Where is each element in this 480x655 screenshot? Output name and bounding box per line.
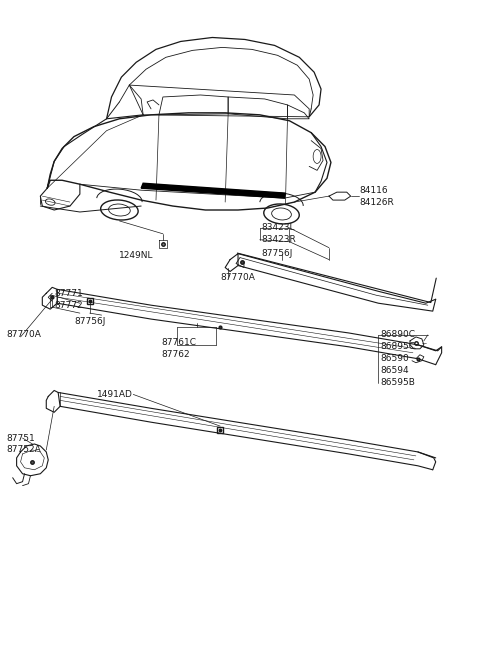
Text: 83423L: 83423L — [262, 223, 295, 233]
Text: 87770A: 87770A — [220, 273, 255, 282]
Text: 86590: 86590 — [380, 354, 409, 364]
Text: 87751: 87751 — [7, 434, 36, 443]
Text: 84126R: 84126R — [360, 198, 395, 206]
Text: 87771: 87771 — [54, 289, 83, 298]
Text: 83423R: 83423R — [262, 235, 297, 244]
Text: 86895C: 86895C — [380, 343, 415, 351]
Text: 87772: 87772 — [54, 301, 83, 310]
Text: 87761C: 87761C — [161, 339, 196, 347]
Text: 1491AD: 1491AD — [96, 390, 132, 399]
Text: 87756J: 87756J — [262, 249, 293, 258]
Text: 86890C: 86890C — [380, 330, 415, 339]
Polygon shape — [141, 183, 286, 198]
Text: 86595B: 86595B — [380, 378, 415, 387]
Text: 87752A: 87752A — [7, 445, 41, 455]
Text: 84116: 84116 — [360, 185, 388, 195]
Text: 1249NL: 1249NL — [120, 251, 154, 260]
Text: 87762: 87762 — [161, 350, 190, 359]
Text: 86594: 86594 — [380, 366, 409, 375]
Text: 87770A: 87770A — [7, 330, 42, 339]
Text: 87756J: 87756J — [74, 316, 105, 326]
